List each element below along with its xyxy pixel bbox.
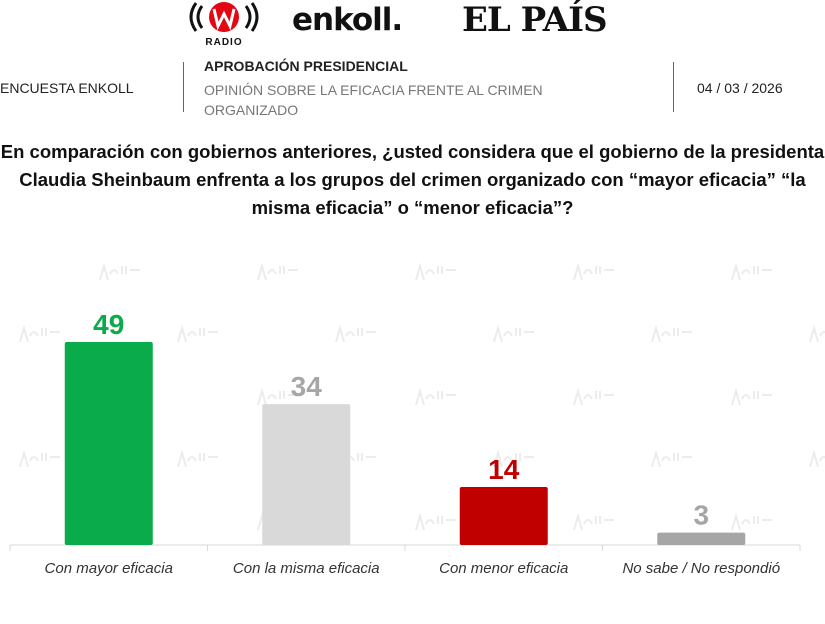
divider [183,62,184,112]
watermark-icon [651,449,692,468]
watermark-icon [415,262,456,281]
chart-title: En comparación con gobiernos anteriores,… [0,141,825,218]
bar [657,532,746,545]
divider [673,62,674,112]
bar [459,487,548,545]
watermark-icon [415,512,456,531]
survey-label: ENCUESTA ENKOLL [0,80,134,96]
watermark-icon [177,324,218,343]
enkoll-logo: enkoll. [292,2,403,38]
watermark-icon [19,449,60,468]
watermark-icon [809,449,825,468]
bar [262,404,351,545]
watermark-icon [731,262,772,281]
watermark-icon [809,324,825,343]
watermark-icon [19,324,60,343]
data-label: 34 [291,371,323,402]
watermark-icon [573,262,614,281]
watermark-icon [99,262,140,281]
watermark-icon [335,324,376,343]
heading: APROBACIÓN PRESIDENCIAL [204,58,408,74]
watermark-icon [573,387,614,406]
data-label: 49 [93,309,124,340]
watermark-icon [651,324,692,343]
category-label: Con menor eficacia [439,560,568,577]
bar [64,342,153,545]
watermark-icon [415,387,456,406]
svg-text:RADIO: RADIO [205,37,242,48]
subheading: OPINIÓN SOBRE LA EFICACIA FRENTE AL CRIM… [204,82,543,118]
watermark-icon [177,449,218,468]
watermark-icon [731,387,772,406]
category-label: Con la misma eficacia [233,560,380,577]
watermark-icon [257,262,298,281]
category-label: Con mayor eficacia [45,560,173,577]
watermark-icon [573,512,614,531]
watermark-icon [257,387,298,406]
date: 04 / 03 / 2026 [697,80,783,96]
w-radio-logo: RADIO [189,2,259,48]
data-label: 14 [488,454,520,485]
data-label: 3 [693,500,709,531]
watermark-icon [493,449,534,468]
el-pais-logo: EL PAÍS [462,0,608,40]
category-label: No sabe / No respondió [622,560,780,577]
watermark-icon [493,324,534,343]
watermark-icon [731,512,772,531]
